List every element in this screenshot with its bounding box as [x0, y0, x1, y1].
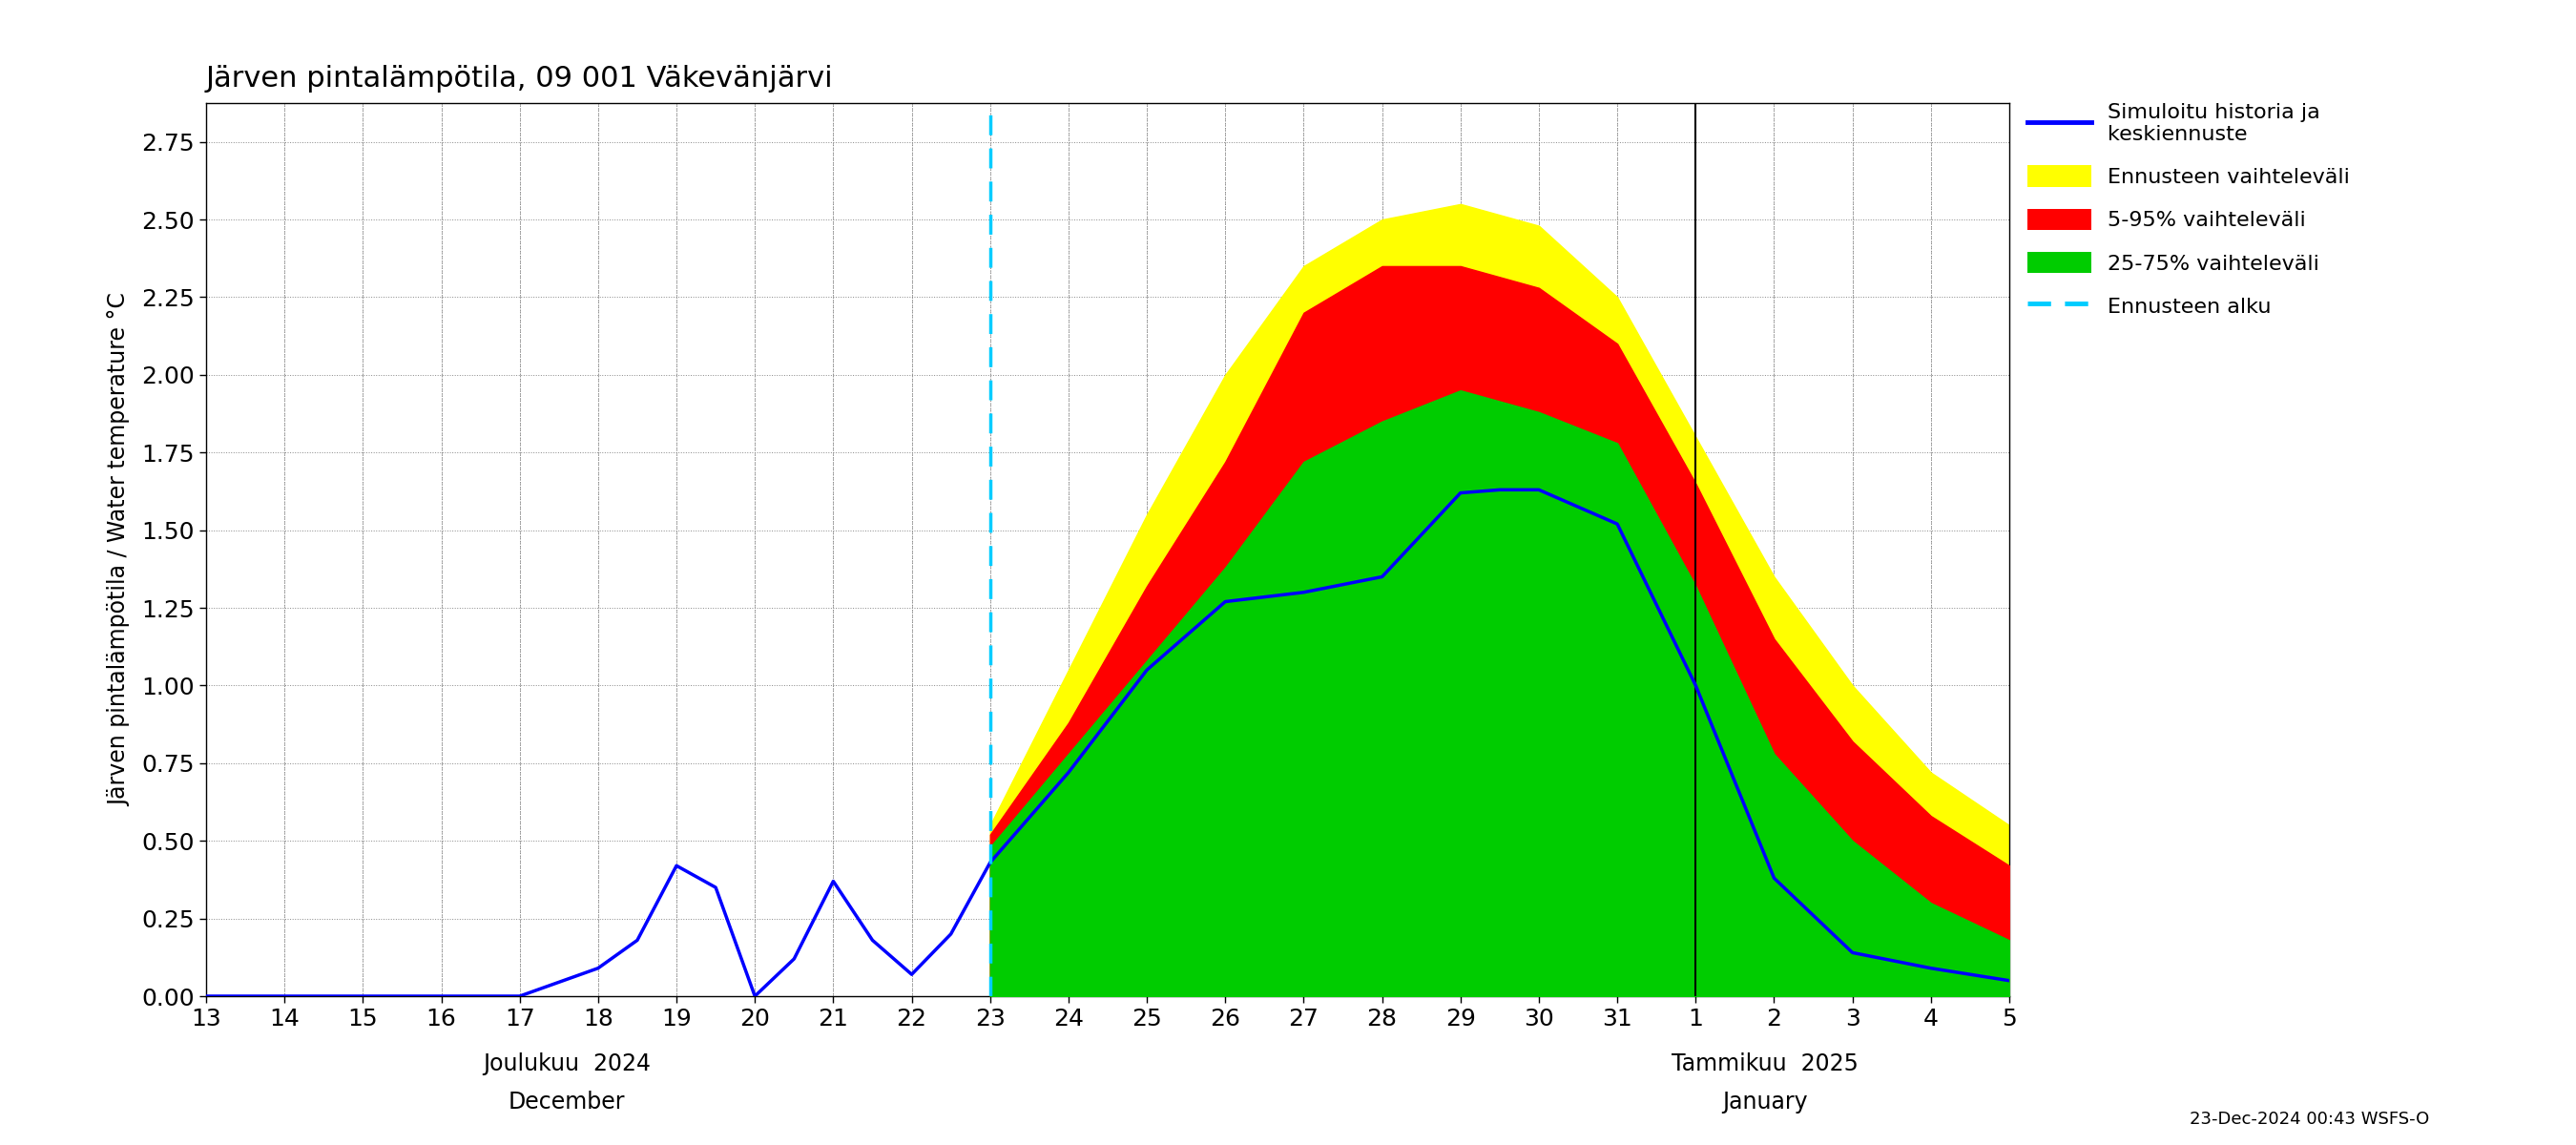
Y-axis label: Järven pintalämpötila / Water temperature °C: Järven pintalämpötila / Water temperatur… [108, 293, 131, 806]
Text: Joulukuu  2024: Joulukuu 2024 [482, 1052, 652, 1075]
Legend: Simuloitu historia ja
keskiennuste, Ennusteen vaihteleväli, 5-95% vaihteleväli, : Simuloitu historia ja keskiennuste, Ennu… [2027, 103, 2349, 316]
Text: December: December [507, 1090, 626, 1113]
Text: January: January [1721, 1090, 1808, 1113]
Text: Tammikuu  2025: Tammikuu 2025 [1672, 1052, 1857, 1075]
Text: 23-Dec-2024 00:43 WSFS-O: 23-Dec-2024 00:43 WSFS-O [2190, 1111, 2429, 1128]
Text: Järven pintalämpötila, 09 001 Väkevänjärvi: Järven pintalämpötila, 09 001 Väkevänjär… [206, 65, 835, 93]
